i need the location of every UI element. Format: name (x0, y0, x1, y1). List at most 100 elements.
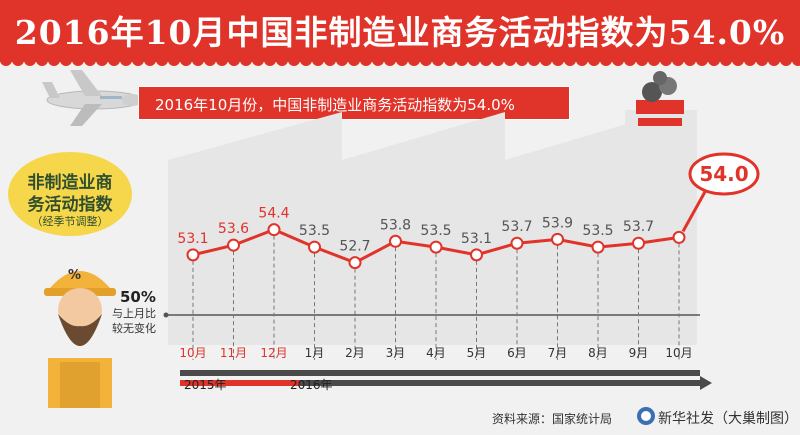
data-point (186, 248, 200, 262)
scallop (468, 58, 480, 66)
x-tick-label: 3月 (386, 346, 406, 360)
scallop (216, 58, 228, 66)
latest-callout-bubble (688, 152, 760, 196)
timeline-bar (180, 370, 700, 376)
data-point (551, 232, 564, 246)
scallop (288, 58, 300, 66)
scallop (84, 58, 96, 66)
scallop (312, 58, 324, 66)
scallop (420, 58, 432, 66)
x-tick-label: 2月 (345, 346, 365, 360)
data-label: 53.9 (542, 215, 573, 231)
scallop (444, 58, 456, 66)
scallop (36, 58, 48, 66)
scallop (108, 58, 120, 66)
scallop (684, 58, 696, 66)
data-point (510, 236, 524, 250)
scallop (240, 58, 252, 66)
data-label: 53.5 (582, 223, 613, 239)
scallop (264, 58, 276, 66)
scallop (624, 58, 636, 66)
xinhua-logo-icon (637, 407, 655, 425)
x-tick-label: 8月 (588, 346, 608, 360)
scallop (228, 58, 240, 66)
x-tick-label: 10月 (179, 346, 206, 360)
credit-note: 新华社发（大巢制图） (658, 411, 798, 427)
scallop (648, 58, 660, 66)
timeline-2015-segment (180, 380, 300, 386)
scallop (408, 58, 420, 66)
reference-note: 与上月比 较无变化 (112, 306, 162, 336)
data-point (591, 240, 605, 254)
badge-cloud-shape (8, 152, 132, 236)
data-point (267, 223, 281, 237)
scallop (396, 58, 408, 66)
scallop (768, 58, 780, 66)
page-title: 2016年10月中国非制造业商务活动指数为54.0% (14, 13, 786, 52)
data-label: 53.5 (420, 223, 451, 239)
source-note: 资料来源：国家统计局 (492, 412, 613, 426)
data-label: 53.7 (623, 219, 654, 235)
scallop-edge (0, 58, 800, 66)
scallop (336, 58, 348, 66)
x-tick-label: 9月 (629, 346, 649, 360)
data-point (632, 236, 645, 250)
scallop (156, 58, 168, 66)
scallop (744, 58, 756, 66)
scallop (348, 58, 360, 66)
scallop (456, 58, 468, 66)
reference-note-line-1: 与上月比 (112, 307, 156, 320)
badge-line-1: 非制造业商 (27, 173, 113, 193)
data-label: 53.7 (501, 219, 532, 235)
scallop (132, 58, 144, 66)
scallop (24, 58, 36, 66)
scallop (660, 58, 672, 66)
scallop (324, 58, 336, 66)
scallop (300, 58, 312, 66)
scallop (540, 58, 552, 66)
scallop (600, 58, 612, 66)
reference-value: 50% (120, 288, 156, 306)
latest-callout-pointer (681, 189, 708, 233)
scallop (672, 58, 684, 66)
data-label: 53.6 (218, 221, 249, 237)
scallop (564, 58, 576, 66)
scallop (360, 58, 372, 66)
scallop (384, 58, 396, 66)
scallop (432, 58, 444, 66)
data-label: 52.7 (339, 239, 370, 255)
title-bar: 2016年10月中国非制造业商务活动指数为54.0% (0, 0, 800, 66)
scallop (576, 58, 588, 66)
timeline-bar-lower (180, 380, 700, 386)
scallop (552, 58, 564, 66)
reference-line-dot (163, 312, 169, 318)
scallop (720, 58, 732, 66)
scallop (48, 58, 60, 66)
x-tick-label: 7月 (548, 346, 568, 360)
scallop (144, 58, 156, 66)
x-tick-label: 4月 (426, 346, 446, 360)
data-label: 53.5 (299, 223, 330, 239)
scallop (120, 58, 132, 66)
badge-line-2: 务活动指数 (27, 195, 113, 215)
data-point (308, 240, 321, 254)
scallop (204, 58, 216, 66)
scallop (792, 58, 800, 66)
scallop (276, 58, 288, 66)
scallop (192, 58, 204, 66)
data-point (389, 234, 402, 248)
scallop (588, 58, 600, 66)
scallop (528, 58, 540, 66)
data-label: 53.1 (177, 231, 208, 247)
scallop (732, 58, 744, 66)
x-tick-label: 10月 (665, 346, 692, 360)
scallop (0, 58, 12, 66)
data-label: 53.1 (461, 231, 492, 247)
scallop (180, 58, 192, 66)
x-tick-label: 5月 (467, 346, 487, 360)
scallop (12, 58, 24, 66)
data-label: 53.8 (380, 217, 411, 233)
data-point (348, 256, 362, 270)
scallop (780, 58, 792, 66)
